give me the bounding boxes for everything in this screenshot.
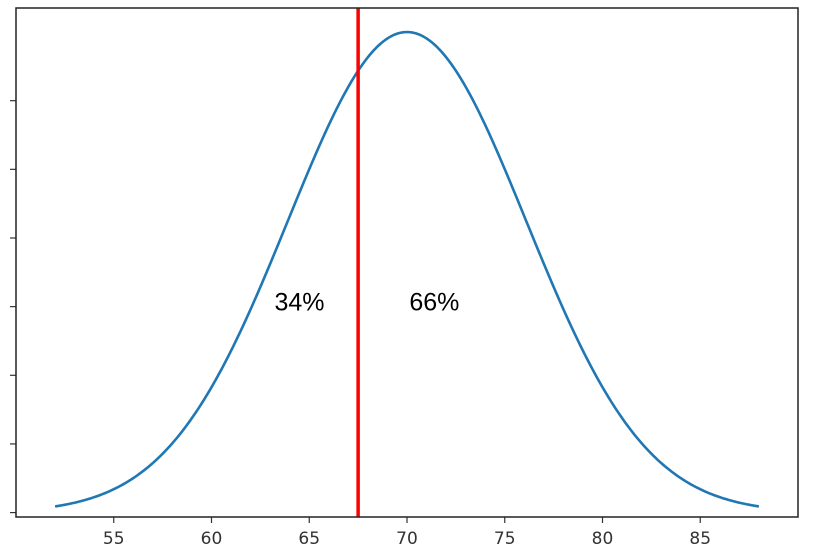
annotation-left: 34% bbox=[274, 289, 324, 317]
x-tick-label: 75 bbox=[494, 529, 516, 549]
x-tick-label: 65 bbox=[298, 529, 320, 549]
x-tick-label: 80 bbox=[592, 529, 614, 549]
x-tick-label: 55 bbox=[103, 529, 125, 549]
series-line bbox=[54, 30, 760, 508]
x-tick-label: 60 bbox=[201, 529, 223, 549]
plot-background bbox=[16, 8, 798, 517]
plot-frame bbox=[15, 7, 799, 518]
ticks: 55 60 65 70 75 80 85 bbox=[10, 100, 711, 549]
annotation-right: 66% bbox=[409, 289, 459, 317]
x-tick-label: 85 bbox=[689, 529, 711, 549]
x-tick-label: 70 bbox=[396, 529, 418, 549]
